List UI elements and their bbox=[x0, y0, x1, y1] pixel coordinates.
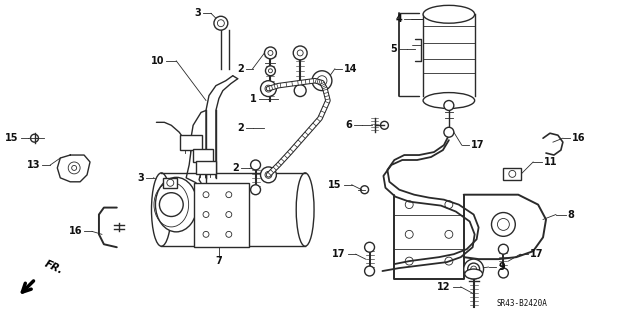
Text: 15: 15 bbox=[5, 133, 19, 143]
Text: 3: 3 bbox=[195, 8, 201, 18]
Bar bbox=[504, 168, 521, 180]
Bar bbox=[193, 149, 213, 162]
Ellipse shape bbox=[156, 177, 197, 232]
Ellipse shape bbox=[296, 173, 314, 246]
Text: 3: 3 bbox=[138, 173, 145, 183]
Circle shape bbox=[365, 242, 374, 252]
Circle shape bbox=[499, 268, 508, 278]
Text: FR.: FR. bbox=[42, 259, 64, 276]
Text: 11: 11 bbox=[544, 157, 557, 167]
Text: SR43-B2420A: SR43-B2420A bbox=[497, 299, 547, 308]
Circle shape bbox=[251, 160, 260, 170]
Circle shape bbox=[214, 16, 228, 30]
Text: 5: 5 bbox=[390, 44, 397, 54]
Text: 7: 7 bbox=[216, 256, 222, 266]
Text: 9: 9 bbox=[499, 262, 505, 272]
Bar bbox=[196, 161, 216, 174]
Text: 16: 16 bbox=[68, 226, 82, 236]
Text: 17: 17 bbox=[470, 140, 484, 150]
Text: 2: 2 bbox=[237, 123, 244, 133]
Bar bbox=[163, 178, 177, 188]
Circle shape bbox=[293, 46, 307, 60]
Text: 17: 17 bbox=[332, 249, 346, 259]
Circle shape bbox=[499, 244, 508, 254]
Text: 6: 6 bbox=[345, 120, 352, 130]
Ellipse shape bbox=[152, 173, 172, 246]
Text: 13: 13 bbox=[27, 160, 40, 170]
Text: 1: 1 bbox=[250, 93, 257, 104]
Circle shape bbox=[464, 259, 484, 279]
Bar bbox=[161, 173, 305, 246]
Circle shape bbox=[264, 47, 276, 59]
Text: 15: 15 bbox=[328, 180, 342, 190]
Text: 8: 8 bbox=[568, 210, 575, 219]
Circle shape bbox=[468, 263, 479, 275]
Circle shape bbox=[260, 167, 276, 183]
Bar bbox=[194, 183, 248, 247]
Text: 16: 16 bbox=[572, 133, 586, 143]
Circle shape bbox=[266, 66, 275, 76]
Text: 14: 14 bbox=[344, 64, 357, 74]
Bar bbox=[180, 135, 202, 150]
Ellipse shape bbox=[423, 93, 475, 108]
Circle shape bbox=[312, 71, 332, 91]
Circle shape bbox=[260, 81, 276, 97]
Text: 2: 2 bbox=[237, 64, 244, 74]
Text: 17: 17 bbox=[530, 249, 543, 259]
Circle shape bbox=[251, 185, 260, 195]
Ellipse shape bbox=[465, 269, 483, 279]
Circle shape bbox=[444, 100, 454, 110]
Text: 12: 12 bbox=[437, 282, 451, 292]
Circle shape bbox=[365, 266, 374, 276]
Text: 10: 10 bbox=[151, 56, 164, 66]
Text: 4: 4 bbox=[396, 14, 403, 24]
Circle shape bbox=[294, 85, 306, 97]
Text: 2: 2 bbox=[232, 163, 239, 173]
Circle shape bbox=[444, 127, 454, 137]
Ellipse shape bbox=[423, 5, 475, 23]
